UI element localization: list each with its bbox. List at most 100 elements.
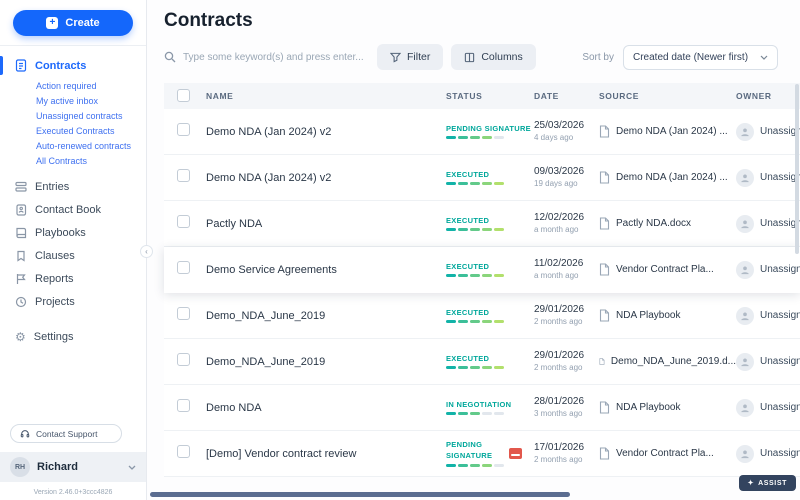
user-menu[interactable]: RH Richard	[0, 452, 146, 482]
search-input[interactable]	[183, 51, 363, 63]
owner-name: Unassign	[760, 264, 800, 275]
table-header: NAME STATUS DATE SOURCE OWNER	[164, 83, 800, 109]
contract-date: 29/01/2026	[534, 349, 585, 361]
sidebar-subitem-executed-contracts[interactable]: Executed Contracts	[36, 126, 115, 136]
column-header-owner[interactable]: OWNER	[736, 91, 772, 101]
select-all-checkbox[interactable]	[177, 88, 190, 102]
contract-date-relative: 4 days ago	[534, 132, 574, 142]
sort-by-label: Sort by	[582, 51, 614, 63]
status-badge: EXECUTED	[446, 262, 490, 271]
table-row[interactable]: Demo_NDA_June_2019 EXECUTED 29/01/2026 2…	[164, 293, 800, 339]
column-header-status[interactable]: STATUS	[446, 91, 483, 101]
table-row[interactable]: Demo NDA (Jan 2024) v2 PENDING SIGNATURE…	[164, 109, 800, 155]
status-badge: EXECUTED	[446, 170, 490, 179]
document-icon	[599, 217, 610, 230]
row-checkbox[interactable]	[177, 306, 190, 320]
assist-button[interactable]: ✦ ASSIST	[738, 475, 796, 491]
source-name: Pactly NDA.docx	[616, 218, 692, 229]
sidebar-item-clauses[interactable]: Clauses	[0, 244, 146, 267]
contract-date: 29/01/2026	[534, 303, 585, 315]
table-row[interactable]: Demo Service Agreements EXECUTED 11/02/2…	[164, 247, 800, 293]
contract-name: Demo_NDA_June_2019	[206, 309, 326, 322]
sidebar-subitem-action-required[interactable]: Action required	[36, 81, 97, 91]
status-block: IN NEGOTIATION	[446, 400, 511, 415]
status-progress-bar	[446, 182, 504, 185]
source-name: Demo NDA (Jan 2024) ...	[616, 172, 728, 183]
contract-date-relative: 3 months ago	[534, 408, 583, 418]
gear-icon: ⚙	[15, 329, 26, 344]
table-row[interactable]: Demo_NDA_June_2019 EXECUTED 29/01/2026 2…	[164, 339, 800, 385]
sidebar-subitem-my-active-inbox[interactable]: My active inbox	[36, 96, 99, 106]
sidebar-item-contact-book[interactable]: Contact Book	[0, 198, 146, 221]
source-name: NDA Playbook	[616, 402, 681, 413]
sidebar-subitem-all-contracts[interactable]: All Contracts	[36, 156, 88, 166]
row-checkbox[interactable]	[177, 122, 190, 136]
columns-button-label: Columns	[481, 51, 523, 63]
main-content: Contracts Filter Columns Sort by Created…	[147, 0, 800, 500]
row-checkbox[interactable]	[177, 214, 190, 228]
table-row[interactable]: Demo NDA (Jan 2024) v2 EXECUTED 09/03/20…	[164, 155, 800, 201]
sidebar-item-label: Reports	[35, 272, 74, 285]
row-checkbox[interactable]	[177, 168, 190, 182]
status-block: EXECUTED	[446, 262, 504, 277]
sidebar-subitem-auto-renewed-contracts[interactable]: Auto-renewed contracts	[36, 141, 132, 151]
owner-name: Unassign	[760, 448, 800, 459]
sidebar-item-contracts[interactable]: Contracts	[0, 54, 146, 77]
assist-icon: ✦	[747, 480, 755, 487]
row-checkbox[interactable]	[177, 260, 190, 274]
column-header-name[interactable]: NAME	[206, 91, 234, 101]
status-progress-bar	[446, 320, 504, 323]
source-name: Demo NDA (Jan 2024) ...	[616, 126, 728, 137]
sort-dropdown[interactable]: Created date (Newer first)	[623, 44, 778, 70]
contact-support-label: Contact Support	[36, 428, 98, 439]
sidebar-item-label: Entries	[35, 180, 70, 193]
nav-gap	[0, 313, 146, 325]
create-button[interactable]: + Create	[13, 10, 133, 36]
contract-date-relative: 2 months ago	[534, 454, 583, 464]
sidebar-item-entries[interactable]: Entries	[0, 175, 146, 198]
column-header-source[interactable]: SOURCE	[599, 91, 639, 101]
row-checkbox[interactable]	[177, 352, 190, 366]
sidebar-subitem-unassigned-contracts[interactable]: Unassigned contracts	[36, 111, 123, 121]
toolbar: Filter Columns Sort by Created date (New…	[164, 41, 800, 73]
columns-button[interactable]: Columns	[451, 44, 536, 70]
status-badge: PENDING SIGNATURE	[446, 124, 531, 133]
sidebar-item-projects[interactable]: Projects	[0, 290, 146, 313]
table-row[interactable]: [Demo] Vendor contract review PENDING SI…	[164, 431, 800, 477]
sidebar-item-playbooks[interactable]: Playbooks	[0, 221, 146, 244]
contracts-icon	[15, 59, 27, 72]
reports-icon	[16, 273, 26, 284]
contract-date: 12/02/2026	[534, 211, 585, 223]
sidebar-item-reports[interactable]: Reports	[0, 267, 146, 290]
filter-button[interactable]: Filter	[377, 44, 444, 70]
document-icon	[599, 309, 610, 322]
owner-avatar-icon	[736, 306, 754, 325]
status-block: PENDING SIGNATURE	[446, 440, 504, 467]
sidebar-item-settings[interactable]: ⚙ Settings	[0, 325, 146, 348]
vertical-scrollbar[interactable]	[795, 84, 799, 254]
owner-name: Unassign	[760, 356, 800, 367]
contracts-table: NAME STATUS DATE SOURCE OWNER Demo NDA (…	[164, 83, 800, 477]
search-icon	[164, 51, 176, 63]
filter-icon	[390, 52, 401, 63]
status-badge: EXECUTED	[446, 308, 490, 317]
row-checkbox[interactable]	[177, 444, 190, 458]
signature-alert-icon	[509, 448, 522, 459]
table-row[interactable]: Demo NDA IN NEGOTIATION 28/01/2026 3 mon…	[164, 385, 800, 431]
table-row[interactable]: Pactly NDA EXECUTED 12/02/2026 a month a…	[164, 201, 800, 247]
sidebar-item-label: Contact Book	[35, 203, 102, 216]
document-icon	[599, 125, 610, 138]
document-icon	[599, 263, 610, 276]
row-checkbox[interactable]	[177, 398, 190, 412]
status-badge: EXECUTED	[446, 354, 490, 363]
column-header-date[interactable]: DATE	[534, 91, 559, 101]
contact-support-button[interactable]: Contact Support	[10, 424, 122, 443]
sidebar-collapse-button[interactable]: ‹	[140, 245, 153, 258]
source-name: Demo_NDA_June_2019.d...	[610, 356, 736, 367]
user-name: Richard	[37, 461, 78, 473]
contract-name: Demo NDA (Jan 2024) v2	[206, 125, 332, 138]
horizontal-scrollbar[interactable]	[150, 492, 570, 497]
status-block: PENDING SIGNATURE	[446, 124, 531, 139]
contract-date-relative: a month ago	[534, 270, 579, 280]
sidebar-spacer	[0, 348, 146, 424]
